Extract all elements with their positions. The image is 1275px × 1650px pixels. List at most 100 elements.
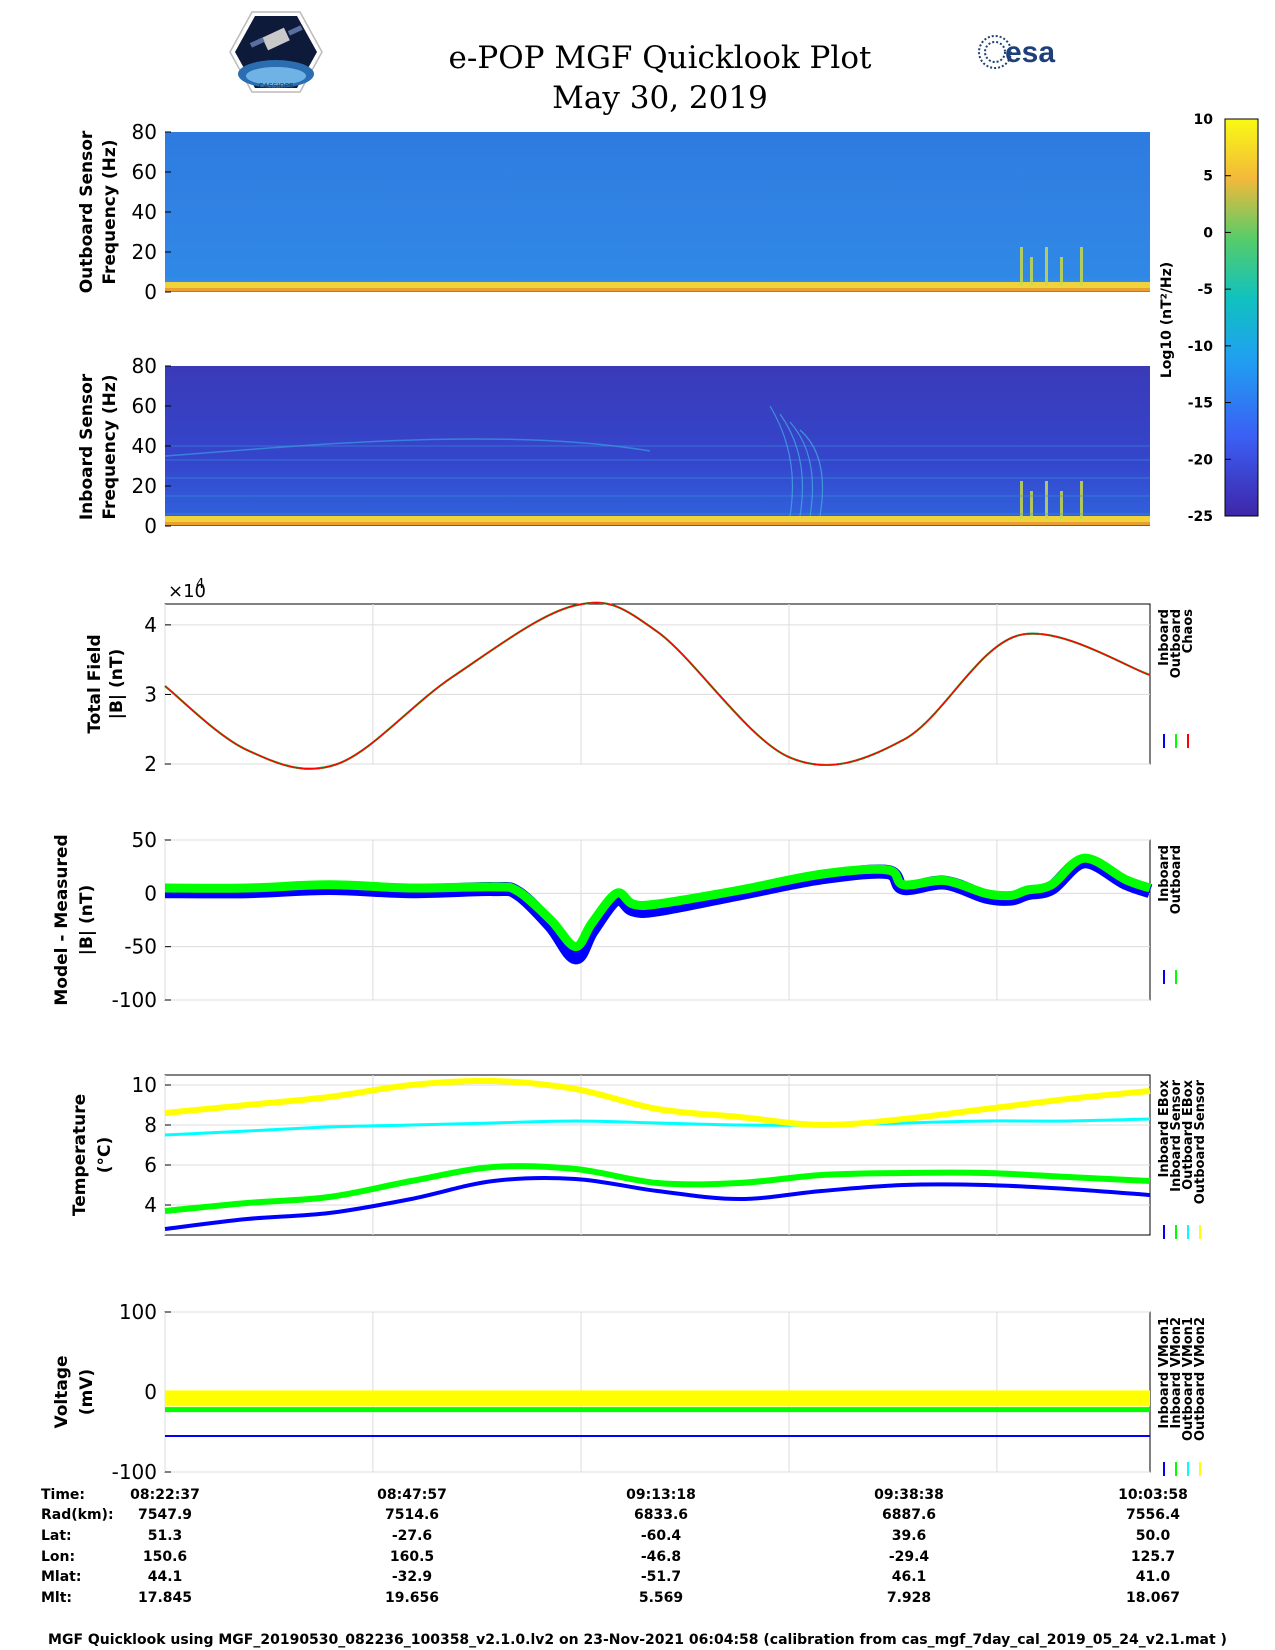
legend-label: Inboard VMon1 (1157, 1317, 1172, 1429)
spectral-burst (1080, 481, 1083, 519)
orbit-cell: 09:38:38 (874, 1487, 944, 1503)
ytick-label: 0 (144, 881, 157, 905)
voltage-panel: 100 0 -100 Voltage (mV) Inboard VMon1Inboard … (52, 1300, 1208, 1484)
ylabel-line1: Temperature (70, 1094, 90, 1216)
spectral-burst (1060, 257, 1063, 285)
ylabel-line2: |B| (nT) (107, 649, 127, 720)
outboard-spectrogram-image (165, 132, 1150, 292)
spectral-burst (1080, 247, 1083, 285)
orbit-cell: 7.928 (887, 1590, 931, 1606)
cassiope-logo: CASSIOPE (228, 10, 324, 98)
orbit-cell: 7547.9 (138, 1507, 192, 1523)
ytick-label: 4 (144, 1193, 157, 1217)
orbit-cell: 10:03:58 (1118, 1487, 1188, 1503)
orbit-row-label: Mlat: (41, 1569, 81, 1585)
orbit-row-label: Rad(km): (41, 1507, 114, 1523)
whistler-trace (779, 413, 804, 517)
plot-frame (164, 839, 1151, 1001)
orbit-cell: -51.7 (641, 1569, 681, 1585)
series-line-chaos (164, 602, 1151, 770)
orbit-cell: 39.6 (892, 1528, 927, 1544)
ytick-label: 3 (144, 682, 157, 706)
ylabel-line1: Model - Measured (52, 834, 72, 1005)
legend-label: Chaos (1181, 609, 1196, 653)
orbit-row-label: Time: (41, 1487, 85, 1503)
spec-ytick-label: 40 (132, 200, 157, 224)
orbit-cell: 08:22:37 (130, 1487, 200, 1503)
orbit-cell: 150.6 (143, 1549, 187, 1565)
legend-label: Outboard (1169, 609, 1184, 678)
orbit-cell: 44.1 (148, 1569, 183, 1585)
inboard-spectrogram-panel: 0 20 40 60 80 Inboard Sensor Frequency (Hz) (77, 354, 1150, 538)
ylabel-line1: Total Field (85, 634, 105, 733)
temperature-panel: 4 6 8 10 Temperature (°C) Inboard EBoxInboard … (70, 1073, 1208, 1239)
total-field-panel: 2 3 4 Total Field |B| (nT) InboardOutboardCha… (85, 577, 1196, 776)
colorbar-tick-label: -25 (1188, 509, 1213, 525)
low-freq-band (165, 282, 1150, 288)
ytick-label: -100 (112, 1460, 157, 1484)
colorbar-tick-label: -20 (1188, 452, 1214, 468)
orbit-cell: -60.4 (641, 1528, 682, 1544)
ylabel-line2: (°C) (95, 1137, 115, 1174)
whistler-trace (799, 429, 823, 517)
whistler-trace (789, 421, 814, 517)
series-line-inboard-ebox (164, 1176, 1151, 1231)
legend-label: Inboard Sensor (1169, 1079, 1184, 1191)
inboard-ylabel-line2: Frequency (Hz) (100, 374, 120, 519)
colorbar-tick-label: 0 (1203, 225, 1213, 241)
whistler-trace (769, 405, 794, 517)
plot-frame (164, 1074, 1151, 1236)
colorbar-tick-label: -10 (1188, 339, 1214, 355)
orbit-cell: 125.7 (1131, 1549, 1175, 1565)
spec-ytick-label: 0 (144, 514, 157, 538)
spec-ytick-label: 0 (144, 280, 157, 304)
ytick-label: -100 (112, 988, 157, 1012)
low-freq-band-core (165, 288, 1150, 291)
orbit-cell: -27.6 (392, 1528, 432, 1544)
spectral-burst (1045, 481, 1048, 519)
orbit-cell: -46.8 (641, 1549, 681, 1565)
colorbar-label: Log10 (nT²/Hz) (1159, 262, 1175, 378)
legend-label: Inboard EBox (1157, 1079, 1172, 1177)
orbit-row-label: Mlt: (41, 1590, 72, 1606)
orbit-cell: -29.4 (889, 1549, 930, 1565)
outboard-ylabel-line2: Frequency (Hz) (100, 139, 120, 284)
legend-label: Inboard (1157, 845, 1172, 902)
colorbar-tick-label: 5 (1203, 169, 1213, 185)
inboard-ylabel-line1: Inboard Sensor (77, 373, 97, 520)
exponent-power: 4 (196, 577, 204, 592)
exponent-label: ×10 (168, 581, 206, 602)
series-line-outboard (164, 853, 1152, 952)
orbit-row-label: Lon: (41, 1549, 75, 1565)
spectral-burst (1045, 247, 1048, 285)
spec-ytick-label: 80 (132, 120, 157, 144)
spec-ytick-label: 40 (132, 434, 157, 458)
ytick-label: 10 (132, 1073, 157, 1097)
ylabel-line2: |B| (nT) (77, 885, 97, 956)
ylabel-line2: (mV) (77, 1369, 97, 1415)
orbit-cell: 09:13:18 (626, 1487, 696, 1503)
colorbar-gradient (1224, 118, 1259, 517)
footer-caption: MGF Quicklook using MGF_20190530_082236_… (48, 1632, 1227, 1648)
ytick-label: 4 (144, 613, 157, 637)
colorbar: 10 5 0 -5 -10 -15 -20 -25 Log10 (nT²/Hz) (1159, 112, 1259, 525)
series-line-outboard-ebox (164, 1117, 1151, 1137)
legend-label: Outboard VMon1 (1181, 1317, 1196, 1441)
ytick-label: 6 (144, 1153, 157, 1177)
legend-label: Inboard (1157, 609, 1172, 666)
spectral-burst (1020, 247, 1023, 285)
ylabel-line1: Voltage (52, 1355, 72, 1428)
low-freq-band (165, 516, 1150, 522)
colorbar-tick-label: -5 (1197, 282, 1213, 298)
orbit-info-table: Time: Rad(km): Lat: Lon: Mlat: Mlt: 08:22:37 75… (41, 1487, 1188, 1606)
orbit-cell: 19.656 (385, 1590, 439, 1606)
ytick-label: 8 (144, 1113, 157, 1137)
orbit-cell: 7514.6 (385, 1507, 439, 1523)
spectral-burst (1030, 491, 1033, 519)
legend-label: Outboard VMon2 (1193, 1317, 1208, 1441)
esa-logo: esa (975, 32, 1075, 76)
spectral-arc (164, 438, 651, 457)
model-minus-measured-panel: 50 0 -50 -100 Model - Measured |B| (nT) Inboar… (52, 828, 1184, 1012)
orbit-cell: 5.569 (639, 1590, 683, 1606)
